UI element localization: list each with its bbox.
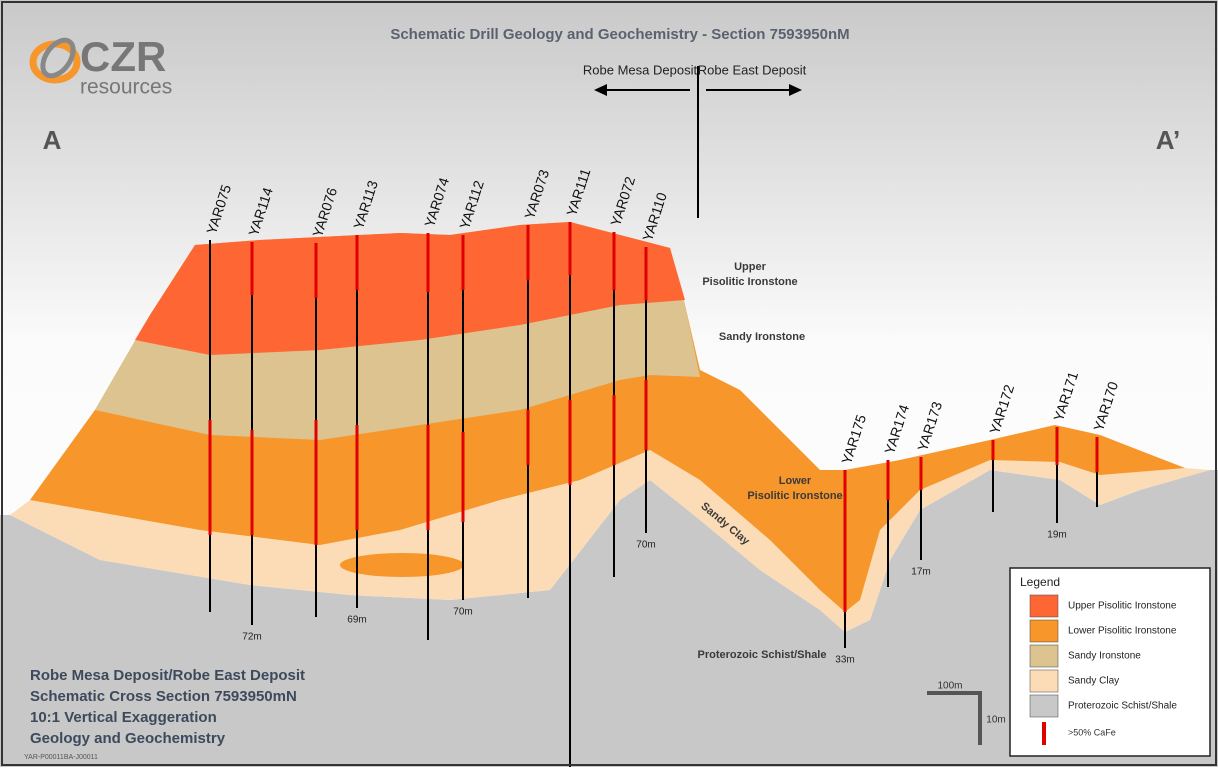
- section-end: A’: [1156, 125, 1181, 155]
- lower-pisolitic-lens: [340, 553, 464, 577]
- deposit-label: Robe Mesa Deposit: [583, 62, 698, 77]
- legend-title: Legend: [1020, 575, 1060, 589]
- legend-label: Proterozoic Schist/Shale: [1068, 701, 1177, 712]
- section-start: A: [43, 125, 62, 155]
- legend-label: Sandy Ironstone: [1068, 651, 1141, 662]
- hole-depth: 17m: [911, 567, 930, 578]
- logo-brand: CZR: [80, 33, 166, 80]
- layer-label: Sandy Ironstone: [719, 331, 805, 343]
- scale-vertical: 10m: [986, 715, 1005, 726]
- note: 10:1 Vertical Exaggeration: [30, 709, 217, 726]
- scale-horizontal: 100m: [937, 681, 962, 692]
- legend: Legend >50% CaFe Upper Pisolitic Ironsto…: [1010, 568, 1210, 756]
- note: Geology and Geochemistry: [30, 730, 226, 747]
- legend-label: Upper Pisolitic Ironstone: [1068, 601, 1177, 612]
- layer-label: Upper: [734, 261, 767, 273]
- legend-swatch: [1030, 670, 1058, 692]
- layer-label: Pisolitic Ironstone: [702, 276, 797, 288]
- layer-label: Proterozoic Schist/Shale: [698, 649, 827, 661]
- legend-label: Sandy Clay: [1068, 676, 1119, 687]
- hole-depth: 69m: [347, 615, 366, 626]
- deposit-label: Robe East Deposit: [698, 62, 807, 77]
- legend-marker-label: >50% CaFe: [1068, 727, 1116, 737]
- legend-label: Lower Pisolitic Ironstone: [1068, 626, 1177, 637]
- title: Schematic Drill Geology and Geochemistry…: [390, 26, 849, 43]
- legend-swatch: [1030, 595, 1058, 617]
- legend-swatch: [1030, 695, 1058, 717]
- legend-swatch: [1030, 620, 1058, 642]
- hole-depth: 33m: [835, 655, 854, 666]
- legend-swatch: [1030, 645, 1058, 667]
- cross-section: YAR075YAR11472mYAR076YAR11369mYAR074YAR1…: [0, 0, 1218, 767]
- layer-label: Lower: [779, 475, 812, 487]
- hole-depth: 70m: [453, 607, 472, 618]
- footer-code: YAR-P00011BA-J00011: [24, 754, 98, 761]
- hole-depth: 19m: [1047, 530, 1066, 541]
- hole-depth: 72m: [242, 632, 261, 643]
- logo-sub: resources: [80, 76, 172, 99]
- note: Schematic Cross Section 7593950mN: [30, 688, 297, 705]
- layer-label: Pisolitic Ironstone: [747, 490, 842, 502]
- note: Robe Mesa Deposit/Robe East Deposit: [30, 667, 305, 684]
- hole-depth: 70m: [636, 540, 655, 551]
